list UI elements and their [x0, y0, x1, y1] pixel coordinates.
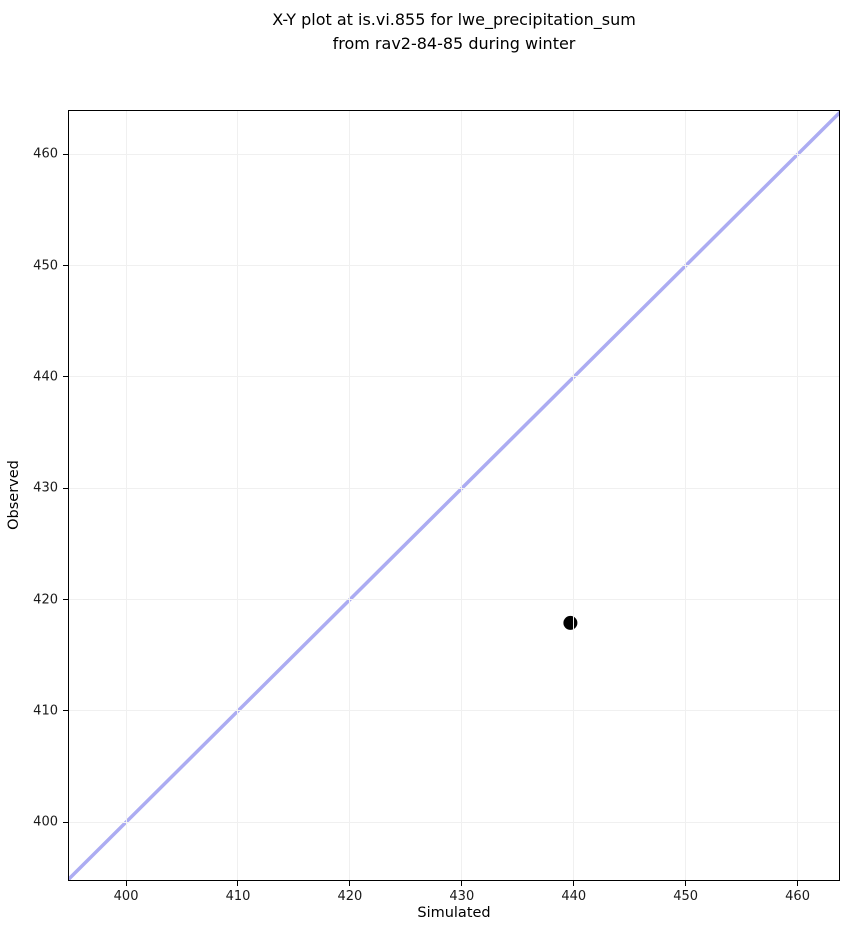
y-tick-mark: [63, 710, 68, 712]
x-tick-mark: [461, 881, 463, 886]
gridline-vertical: [461, 111, 463, 880]
gridline-horizontal: [69, 599, 839, 601]
y-tick-label: 410: [33, 703, 58, 719]
gridline-vertical: [125, 111, 127, 880]
y-tick-mark: [63, 821, 68, 823]
x-tick-label: 460: [785, 889, 810, 904]
y-tick-mark: [63, 487, 68, 489]
gridline-vertical: [573, 111, 575, 880]
y-axis-label: Observed: [6, 460, 22, 530]
plot-canvas: [69, 111, 839, 880]
plot-inner: 400 410 420 430 440 450 460 400 410 420 430 440 450 4…: [33, 111, 839, 904]
gridline-horizontal: [69, 710, 839, 712]
x-tick-label: 440: [561, 889, 587, 904]
x-tick-mark: [573, 881, 575, 886]
x-tick-label: 450: [673, 889, 699, 904]
x-tick-mark: [349, 881, 351, 886]
y-tick-label: 420: [33, 592, 58, 608]
y-tick-label: 400: [33, 814, 58, 830]
y-tick-label: 440: [33, 369, 58, 385]
gridline-vertical: [237, 111, 239, 880]
y-tick-mark: [63, 265, 68, 267]
data-point: [563, 615, 578, 630]
gridline-horizontal: [69, 487, 839, 489]
gridline-horizontal: [69, 376, 839, 378]
y-tick-mark: [63, 599, 68, 601]
plot-area: 400 410 420 430 440 450 460 400 410 420 430 440 450 4…: [33, 110, 840, 904]
gridline-horizontal: [69, 265, 839, 267]
x-tick-label: 400: [113, 889, 139, 904]
y-tick-label: 450: [33, 258, 58, 274]
x-tick-label: 430: [449, 889, 475, 904]
identity-line: [69, 111, 839, 880]
y-tick-label: 430: [33, 480, 58, 496]
x-tick-label: 410: [225, 889, 251, 904]
gridline-horizontal: [69, 821, 839, 823]
x-tick-mark: [685, 881, 687, 886]
y-tick-label: 460: [33, 146, 58, 162]
y-tick-mark: [63, 153, 68, 155]
chart-title-line2: from rav2-84-85 during winter: [332, 34, 576, 53]
y-tick-mark: [63, 376, 68, 378]
gridline-vertical: [349, 111, 351, 880]
x-tick-mark: [125, 881, 127, 886]
x-axis-label: Simulated: [417, 905, 491, 921]
x-tick-label: 420: [337, 889, 363, 904]
gridline-vertical: [797, 111, 799, 880]
x-tick-mark: [237, 881, 239, 886]
x-tick-mark: [797, 881, 799, 886]
gridline-horizontal: [69, 153, 839, 155]
gridline-vertical: [685, 111, 687, 880]
chart-title: X-Y plot at is.vi.855 for lwe_precipitat…: [68, 8, 840, 56]
chart-title-line1: X-Y plot at is.vi.855 for lwe_precipitat…: [272, 10, 636, 29]
